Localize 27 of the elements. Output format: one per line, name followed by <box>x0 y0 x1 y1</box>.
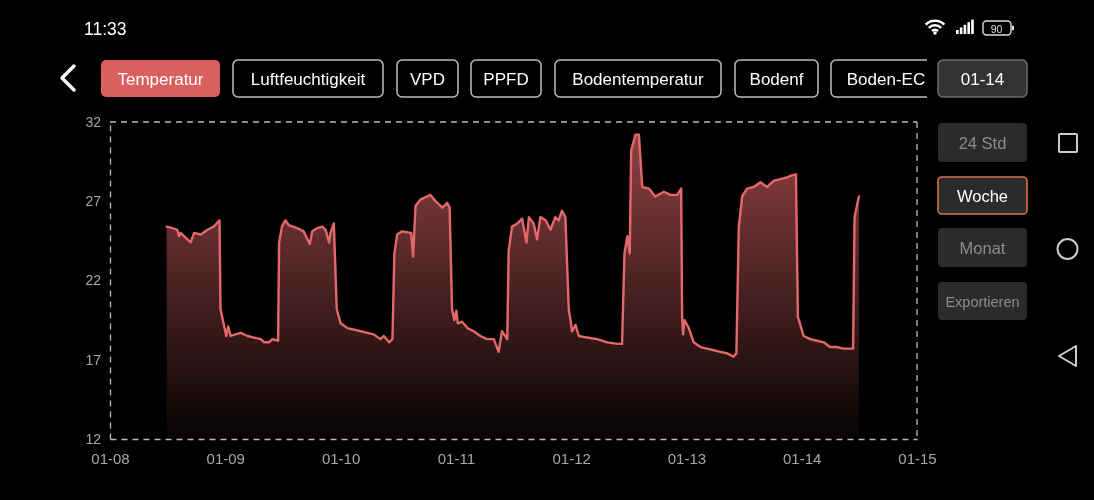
export-button: Exportieren <box>938 282 1027 320</box>
tab-button: Boden-EC <box>830 59 927 98</box>
x-tick-label: 01-15 <box>898 449 937 467</box>
tab-button: PPFD <box>470 59 542 98</box>
tab-button: Bodentemperatur <box>554 59 722 98</box>
x-tick-label: 01-12 <box>552 449 591 467</box>
x-tick-label: 01-09 <box>206 449 245 467</box>
y-tick-label: 12 <box>85 430 102 447</box>
date-button: 01-14 <box>937 59 1028 98</box>
y-tick-label: 17 <box>85 351 102 368</box>
x-tick-label: 01-14 <box>783 449 822 467</box>
y-tick-label: 22 <box>85 272 102 289</box>
range-button: Monat <box>938 228 1027 267</box>
x-tick-label: 01-11 <box>437 449 475 467</box>
text: 90 <box>990 22 1003 35</box>
text: 11:33 <box>84 19 127 39</box>
y-tick-label: 27 <box>85 193 102 210</box>
tab-button: Temperatur <box>101 60 220 97</box>
x-tick-label: 01-10 <box>321 449 361 467</box>
x-tick-label: 01-08 <box>91 449 130 467</box>
range-button: Woche <box>937 176 1028 215</box>
y-tick-label: 32 <box>85 113 102 130</box>
x-tick-label: 01-13 <box>667 449 707 467</box>
tab-button: VPD <box>396 59 459 98</box>
range-button: 24 Std <box>938 123 1027 162</box>
tab-button: Bodenf <box>734 59 819 98</box>
tab-button: Luftfeuchtigkeit <box>232 59 384 98</box>
